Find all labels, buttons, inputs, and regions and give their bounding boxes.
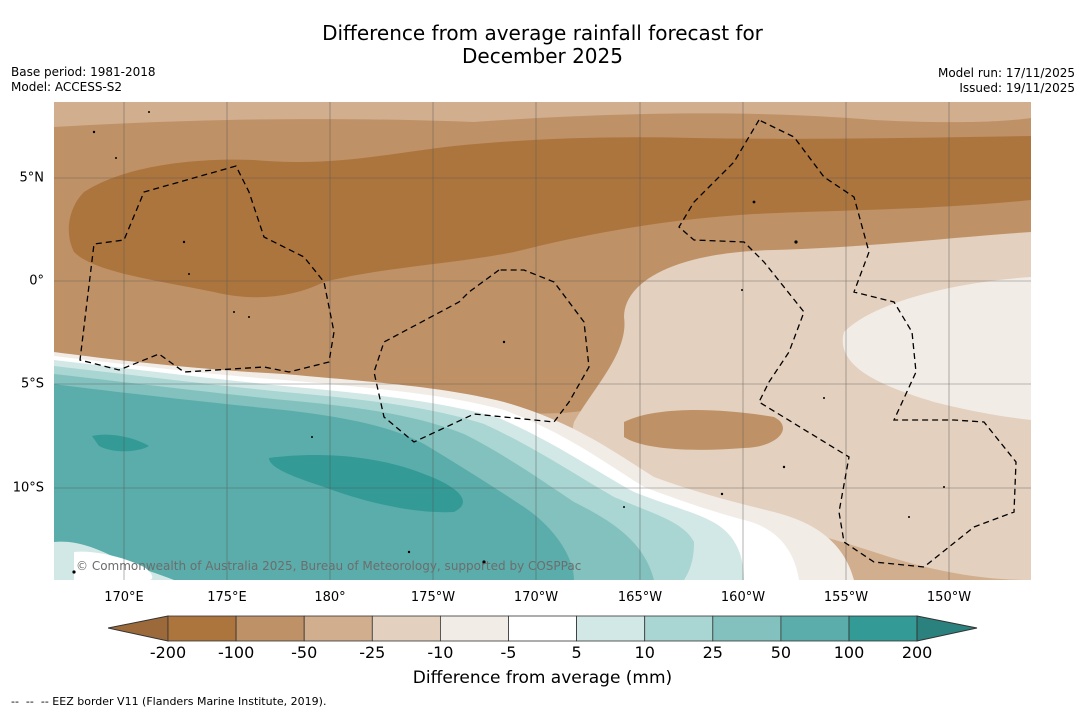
graticule [54, 102, 1031, 580]
title-line-2: December 2025 [462, 44, 623, 68]
colorbar-box [371, 615, 441, 642]
colorbar-tick-label: 25 [702, 643, 723, 662]
colorbar-tick-label: 100 [833, 643, 865, 662]
islands [72, 111, 945, 574]
colorbar-box [439, 615, 509, 642]
colorbar-box [576, 615, 646, 642]
longitude-tick-label: 160°W [720, 590, 766, 605]
colorbar-box [848, 615, 918, 642]
band-neg200 [68, 136, 1031, 298]
issued-date: Issued: 19/11/2025 [959, 81, 1075, 95]
colorbar-box [712, 615, 782, 642]
longitude-tick-label: 170°E [104, 590, 144, 605]
colorbar-box [167, 615, 237, 642]
colorbar-tick-label: -50 [291, 643, 318, 662]
run-info: Model run: 17/11/2025 Issued: 19/11/2025 [938, 66, 1075, 96]
colorbar-box [508, 615, 577, 642]
colorbar-tick-label: -5 [500, 643, 517, 662]
colorbar-title: Difference from average (mm) [412, 668, 673, 688]
longitude-tick-label: 175°E [207, 590, 247, 605]
latitude-tick-label: 0° [29, 273, 44, 289]
model-run: Model run: 17/11/2025 [937, 66, 1075, 80]
colorbar-tick-label: 200 [901, 643, 933, 662]
latitude-tick-label: 5°S [20, 376, 44, 392]
latitude-tick-label: 10°S [12, 480, 44, 496]
copyright-notice: © Commonwealth of Australia 2025, Bureau… [76, 559, 582, 573]
longitude-tick-label: 175°W [410, 590, 456, 605]
patch-pos100-b [92, 434, 149, 452]
model-name: Model: ACCESS-S2 [11, 80, 123, 94]
colorbar-tick-label: -200 [149, 643, 187, 662]
colorbar-tick-label: -100 [217, 643, 255, 662]
colorbar-tick-label: 10 [634, 643, 655, 662]
base-period: Base period: 1981-2018 [11, 65, 156, 79]
rainfall-map-svg [54, 102, 1031, 580]
patch-pos100-a [269, 455, 463, 513]
latitude-tick-label: 5°N [19, 170, 45, 186]
map-title: Difference from average rainfall forecas… [0, 22, 1085, 68]
colorbar-left-arrow [108, 615, 169, 642]
patch-neutral-sw [74, 551, 153, 580]
colorbar-box [780, 615, 850, 642]
colorbar-tick-label: 50 [770, 643, 792, 662]
longitude-tick-label: 150°W [926, 590, 972, 605]
base-info: Base period: 1981-2018 Model: ACCESS-S2 [11, 65, 156, 95]
longitude-tick-label: 165°W [617, 590, 663, 605]
colorbar-box [644, 615, 714, 642]
eez-borders [79, 119, 1017, 568]
colorbar-boxes [167, 615, 918, 642]
colorbar-box [303, 615, 373, 642]
rainfall-map [54, 102, 1031, 580]
colorbar-tick-label: -10 [427, 643, 454, 662]
longitude-tick-label: 170°W [513, 590, 559, 605]
longitude-tick-label: 180° [314, 590, 346, 605]
title-line-1: Difference from average rainfall forecas… [322, 21, 763, 45]
colorbar-box [235, 615, 305, 642]
longitude-tick-label: 155°W [823, 590, 869, 605]
colorbar-tick-label: 5 [571, 643, 582, 662]
eez-footnote: -- -- -- EEZ border V11 (Flanders Marine… [11, 695, 327, 708]
colorbar [108, 615, 978, 642]
patch-neg100 [624, 410, 783, 450]
colorbar-right-arrow [916, 615, 978, 642]
colorbar-tick-label: -25 [359, 643, 386, 662]
